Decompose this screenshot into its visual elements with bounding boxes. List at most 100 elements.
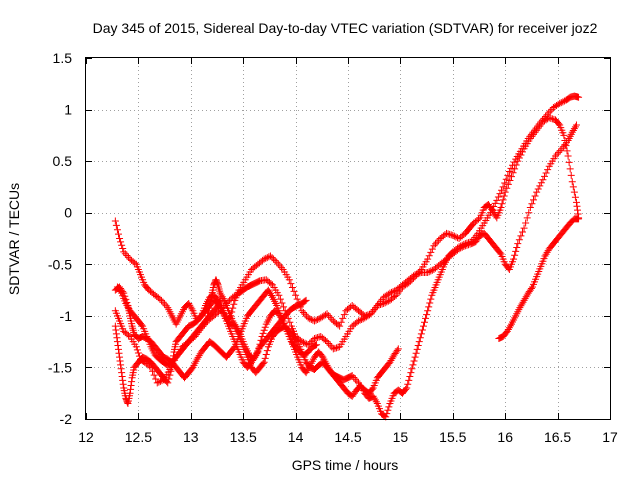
data-point-marker [424,269,432,277]
data-point-marker [365,311,373,319]
data-point-marker [433,238,441,246]
data-point-marker [267,291,275,299]
data-point-marker [542,250,550,258]
data-point-marker [287,280,295,288]
data-point-marker [504,171,512,179]
data-point-marker [306,339,314,347]
data-point-marker [427,267,435,275]
data-point-marker [119,245,127,253]
data-point-marker [516,304,524,312]
data-point-marker [260,326,268,334]
data-point-marker [128,378,136,386]
data-point-marker [258,332,266,340]
data-point-marker [518,228,526,236]
data-point-marker [410,357,418,365]
data-point-marker [185,299,193,307]
data-point-marker [406,372,414,380]
data-point-marker [560,131,568,139]
data-point-marker [491,210,499,218]
data-point-marker [261,354,269,362]
data-point-marker [529,196,537,204]
data-point-marker [501,179,509,187]
data-point-marker [572,198,580,206]
data-point-marker [250,355,258,363]
data-point-marker [569,183,577,191]
data-point-marker [162,302,170,310]
data-point-marker [260,255,268,263]
data-point-marker [526,204,534,212]
data-points [111,92,583,421]
y-tick-label: 1.5 [53,50,73,66]
data-point-marker [114,342,122,350]
data-point-marker [124,303,132,311]
y-tick-label: 1 [64,102,72,118]
data-point-marker [394,345,402,353]
data-point-marker [496,190,504,198]
data-point-marker [280,303,288,311]
data-point-marker [417,330,425,338]
data-point-marker [288,283,296,291]
data-point-marker [121,250,129,258]
data-point-marker [194,353,202,361]
data-point-marker [573,202,581,210]
data-point-marker [123,398,131,406]
data-point-marker [569,126,577,134]
data-point-marker [111,322,119,330]
data-point-marker [123,301,131,309]
data-point-marker [301,297,309,305]
data-point-marker [119,376,127,384]
data-point-marker [423,311,431,319]
data-point-marker [271,257,279,265]
data-point-marker [356,316,364,324]
data-point-marker [359,315,367,323]
data-point-marker [427,295,435,303]
data-point-marker [494,193,502,201]
data-point-marker [528,200,536,208]
data-point-marker [571,123,579,131]
data-point-marker [306,315,314,323]
data-point-marker [254,348,262,356]
data-point-marker [419,322,427,330]
data-point-marker [505,167,513,175]
data-point-marker [522,293,530,301]
data-point-marker [159,298,167,306]
data-point-marker [553,150,561,158]
data-point-marker [566,165,574,173]
data-point-marker [461,240,469,248]
data-point-marker [276,312,284,320]
data-point-marker [165,375,173,383]
data-point-marker [230,300,238,308]
data-point-marker [414,342,422,350]
data-point-marker [511,251,519,259]
data-point-marker [411,271,419,279]
data-point-marker [262,351,270,359]
data-point-marker [384,406,392,414]
data-point-marker [545,109,553,117]
data-point-marker [312,341,320,349]
data-point-marker [259,329,267,337]
data-point-marker [527,285,535,293]
data-point-marker [195,352,203,360]
data-point-marker [519,298,527,306]
data-point-marker [559,98,567,106]
data-point-marker [498,200,506,208]
data-point-marker [501,188,509,196]
data-point-marker [525,209,533,217]
data-point-marker [275,310,283,318]
data-point-marker [253,350,261,358]
data-point-marker [383,298,391,306]
data-point-marker [302,296,310,304]
data-point-marker [388,355,396,363]
data-point-marker [164,379,172,387]
data-point-marker [299,309,307,317]
data-point-marker [286,318,294,326]
x-tick-label: 16 [497,429,513,445]
data-point-marker [418,326,426,334]
data-point-marker [503,327,511,335]
data-point-marker [506,322,514,330]
y-tick-labels: -2 -1.5 -1 -0.5 0 0.5 1 1.5 [48,50,72,427]
data-point-marker [116,357,124,365]
data-point-marker [358,315,366,323]
data-point-marker [574,206,582,214]
